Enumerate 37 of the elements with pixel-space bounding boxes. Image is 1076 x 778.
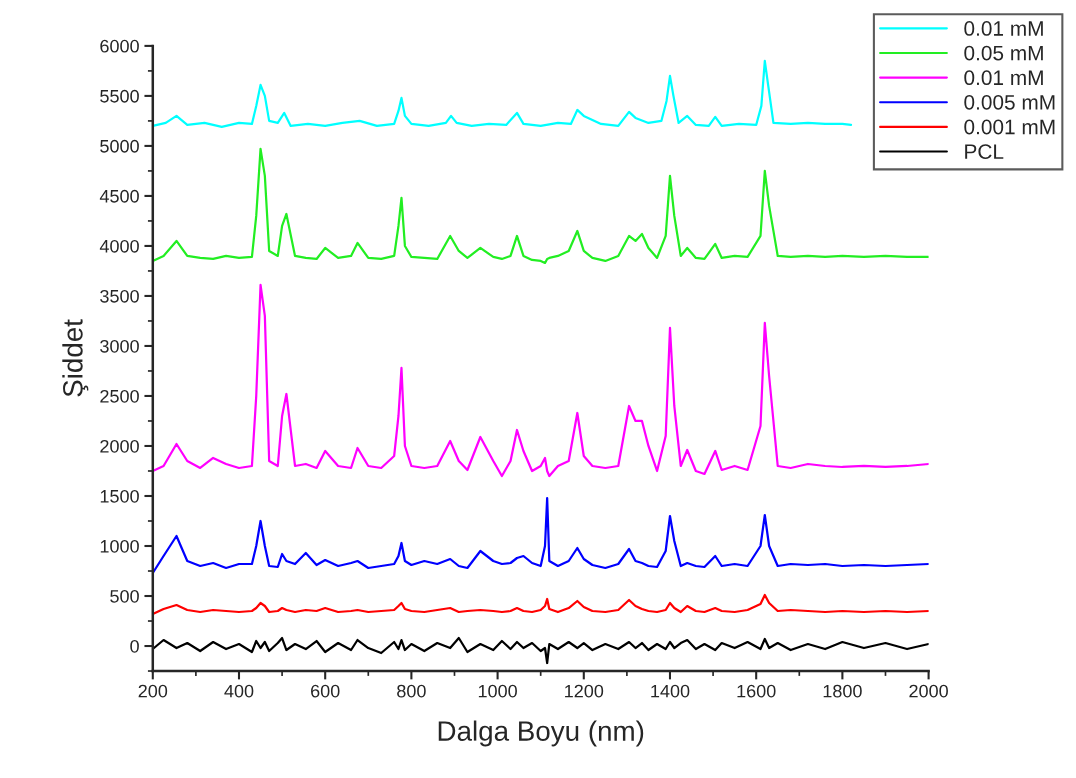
y-tick-label: 500 [110, 589, 139, 603]
y-tick-label: 4500 [99, 189, 139, 203]
line-series [152, 59, 853, 129]
x-tick-label: 1600 [737, 684, 776, 698]
y-tick-label: 1500 [100, 489, 139, 503]
legend-label: 0.005 mM [964, 94, 1055, 110]
y-axis-title: Şiddet [62, 319, 89, 397]
x-axis-title: Dalga Boyu (nm) [438, 720, 644, 747]
y-tick-label: 3000 [100, 339, 139, 353]
y-tick-label: 2000 [100, 439, 139, 453]
x-tick-label: 1000 [478, 684, 517, 698]
y-tick-label: 0 [130, 639, 139, 653]
y-tick-label: 3500 [100, 289, 139, 303]
x-tick-label: 1400 [651, 684, 690, 698]
x-tick-label: 600 [311, 684, 340, 698]
y-tick-label: 5000 [100, 139, 139, 153]
line-series [152, 636, 929, 665]
legend-label: 0.001 mM [964, 119, 1055, 135]
legend-label: PCL [965, 144, 1004, 159]
x-tick-label: 1800 [823, 684, 862, 698]
line-series [152, 496, 929, 575]
x-tick-label: 2000 [909, 684, 948, 698]
legend-label: 0.05 mM [964, 45, 1043, 61]
x-tick-label: 800 [397, 684, 426, 698]
x-tick-label: 400 [224, 684, 254, 698]
line-series [152, 147, 929, 265]
legend-label: 0.01 mM [964, 70, 1043, 86]
y-tick-label: 6000 [100, 39, 139, 53]
legend-label: 0.01 mM [964, 21, 1043, 36]
y-tick-label: 1000 [100, 539, 139, 553]
x-tick-label: 200 [138, 684, 168, 698]
y-tick-label: 4000 [99, 239, 139, 253]
x-tick-label: 1200 [565, 684, 604, 698]
y-tick-label: 5500 [100, 89, 139, 103]
line-series [152, 593, 929, 616]
line-series [152, 283, 929, 478]
y-tick-label: 2500 [100, 389, 139, 403]
